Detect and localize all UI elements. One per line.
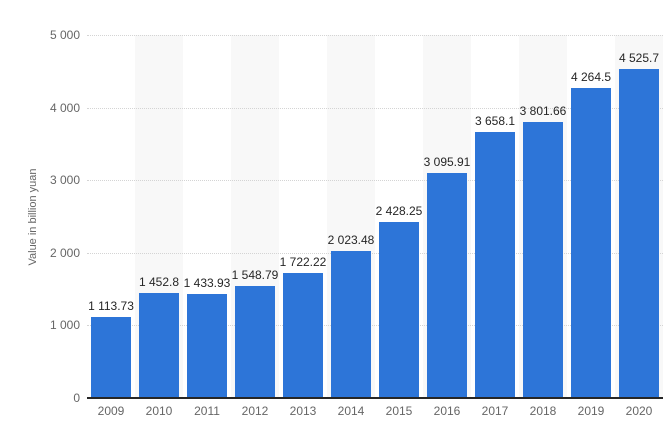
bar-2012[interactable] bbox=[235, 285, 275, 398]
x-tick-label-2012: 2012 bbox=[241, 404, 269, 418]
bar-value-label: 3 658.1 bbox=[474, 114, 516, 129]
bar-value-label: 3 095.91 bbox=[423, 155, 471, 170]
x-tick-label-2011: 2011 bbox=[194, 404, 220, 418]
x-tick-label-2018: 2018 bbox=[529, 404, 557, 418]
bar-value-label: 2 023.48 bbox=[327, 233, 375, 248]
gridline bbox=[87, 35, 663, 36]
bar-value-label: 1 452.8 bbox=[138, 274, 180, 289]
y-tick-label: 5 000 bbox=[49, 28, 80, 42]
y-tick-label: 2 000 bbox=[49, 245, 80, 260]
bar-2009[interactable] bbox=[91, 317, 131, 398]
gridline bbox=[87, 180, 663, 182]
bar-2016[interactable] bbox=[427, 173, 467, 398]
bar-value-label: 1 548.79 bbox=[231, 267, 279, 282]
y-tick-label: 3 000 bbox=[49, 173, 80, 188]
bar-2019[interactable] bbox=[571, 88, 611, 398]
x-tick-label-2020: 2020 bbox=[625, 404, 653, 418]
bar-2020[interactable] bbox=[619, 69, 659, 398]
bar-2013[interactable] bbox=[283, 272, 323, 398]
x-tick-label-2016: 2016 bbox=[433, 404, 461, 418]
x-axis-line bbox=[87, 397, 663, 399]
bar-value-label: 4 525.7 bbox=[618, 51, 660, 66]
x-tick-label-2019: 2019 bbox=[577, 404, 605, 418]
bar-value-label: 2 428.25 bbox=[375, 203, 423, 218]
bar-2018[interactable] bbox=[523, 121, 563, 398]
x-tick-label-2017: 2017 bbox=[481, 404, 509, 418]
plot-area: 1 113.73 1 452.8 1 433.93 1 548.79 1 722.22 2… bbox=[87, 35, 663, 399]
bar-value-label: 4 264.5 bbox=[570, 70, 612, 85]
gridline bbox=[87, 252, 663, 254]
x-tick-label-2009: 2009 bbox=[97, 404, 125, 418]
x-tick-label-2013: 2013 bbox=[289, 404, 317, 418]
bar-value-label: 1 433.93 bbox=[183, 275, 231, 290]
bar-2015[interactable] bbox=[379, 221, 419, 398]
bar-value-label: 1 722.22 bbox=[279, 254, 327, 269]
x-tick-label-2010: 2010 bbox=[145, 404, 173, 418]
bar-2014[interactable] bbox=[331, 251, 371, 398]
y-tick-label: 0 bbox=[73, 391, 80, 405]
x-tick-label-2015: 2015 bbox=[385, 404, 413, 418]
bar-2011[interactable] bbox=[187, 293, 227, 398]
x-tick-label-2014: 2014 bbox=[337, 404, 365, 418]
gridline bbox=[87, 107, 663, 109]
bar-2017[interactable] bbox=[475, 132, 515, 398]
y-tick-label: 1 000 bbox=[49, 318, 80, 333]
gridline bbox=[87, 325, 663, 327]
y-tick-label: 4 000 bbox=[49, 100, 80, 115]
bar-value-label: 3 801.66 bbox=[519, 103, 567, 118]
bar-2010[interactable] bbox=[139, 292, 179, 398]
bar-value-label: 1 113.73 bbox=[88, 299, 134, 314]
